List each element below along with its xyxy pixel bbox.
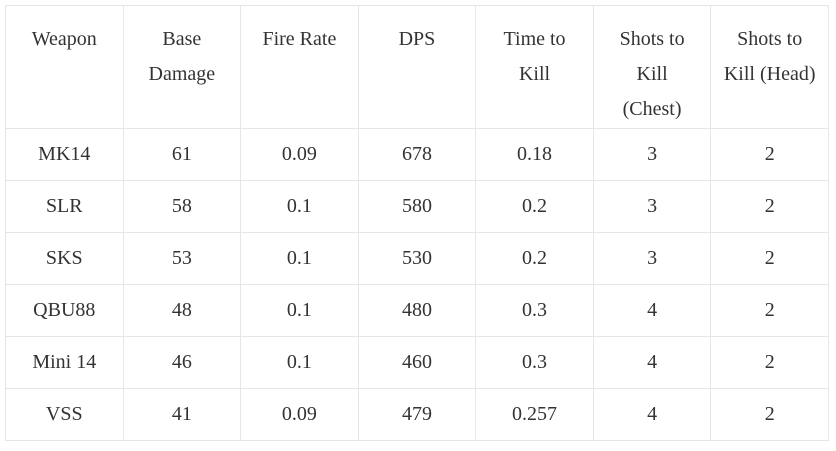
table-cell: QBU88 <box>5 284 124 337</box>
table-cell: 580 <box>357 180 477 233</box>
table-row: Mini 14 46 0.1 460 0.3 4 2 <box>5 336 829 389</box>
table-cell: 460 <box>357 336 477 389</box>
table-cell: 0.1 <box>240 336 359 389</box>
table-row: MK14 61 0.09 678 0.18 3 2 <box>5 128 829 181</box>
table-cell: 0.18 <box>475 128 594 181</box>
table-cell: 2 <box>710 336 829 389</box>
table-cell: 530 <box>357 232 477 285</box>
table-cell: MK14 <box>5 128 124 181</box>
table-cell: 4 <box>592 336 712 389</box>
table-cell: 0.1 <box>240 232 359 285</box>
table-cell: 0.3 <box>475 336 594 389</box>
table-cell: 0.1 <box>240 180 359 233</box>
table-cell: 3 <box>592 232 712 285</box>
table-header: Weapon Base Damage Fire Rate DPS Time to Kil… <box>5 5 829 129</box>
table-cell: 0.09 <box>240 128 359 181</box>
table-cell: 2 <box>710 388 829 441</box>
header-cell: Shots to Kill (Chest) <box>592 5 712 129</box>
table-cell: 479 <box>357 388 477 441</box>
table-cell: SLR <box>5 180 124 233</box>
table-cell: 4 <box>592 284 712 337</box>
weapon-table: Weapon Base Damage Fire Rate DPS Time to Kil… <box>5 5 829 441</box>
header-cell: Base Damage <box>122 5 242 129</box>
table-row: VSS 41 0.09 479 0.257 4 2 <box>5 388 829 441</box>
table-cell: 58 <box>122 180 242 233</box>
header-cell: Weapon <box>5 5 124 129</box>
header-cell: Shots to Kill (Head) <box>710 5 829 129</box>
table-cell: 0.1 <box>240 284 359 337</box>
table-cell: Mini 14 <box>5 336 124 389</box>
table-cell: 2 <box>710 232 829 285</box>
table-cell: 0.3 <box>475 284 594 337</box>
header-row: Weapon Base Damage Fire Rate DPS Time to Kil… <box>5 5 829 129</box>
table-cell: 3 <box>592 128 712 181</box>
table-cell: 2 <box>710 284 829 337</box>
table-cell: 0.2 <box>475 232 594 285</box>
table-cell: 678 <box>357 128 477 181</box>
table-cell: 53 <box>122 232 242 285</box>
table-cell: 61 <box>122 128 242 181</box>
header-cell: Fire Rate <box>240 5 359 129</box>
table-cell: 41 <box>122 388 242 441</box>
table-cell: 48 <box>122 284 242 337</box>
header-cell: DPS <box>357 5 477 129</box>
table-row: SLR 58 0.1 580 0.2 3 2 <box>5 180 829 233</box>
table-cell: 3 <box>592 180 712 233</box>
table-cell: 480 <box>357 284 477 337</box>
table-cell: SKS <box>5 232 124 285</box>
table-row: QBU88 48 0.1 480 0.3 4 2 <box>5 284 829 337</box>
table-body: MK14 61 0.09 678 0.18 3 2 SLR 58 0.1 580 0.2 3 2 SKS 53… <box>5 128 829 441</box>
header-cell: Time to Kill <box>475 5 594 129</box>
table-cell: 0.09 <box>240 388 359 441</box>
table-cell: 4 <box>592 388 712 441</box>
table-cell: 2 <box>710 128 829 181</box>
table-cell: 46 <box>122 336 242 389</box>
table-cell: 2 <box>710 180 829 233</box>
table-cell: 0.2 <box>475 180 594 233</box>
table-cell: VSS <box>5 388 124 441</box>
table-cell: 0.257 <box>475 388 594 441</box>
table-row: SKS 53 0.1 530 0.2 3 2 <box>5 232 829 285</box>
